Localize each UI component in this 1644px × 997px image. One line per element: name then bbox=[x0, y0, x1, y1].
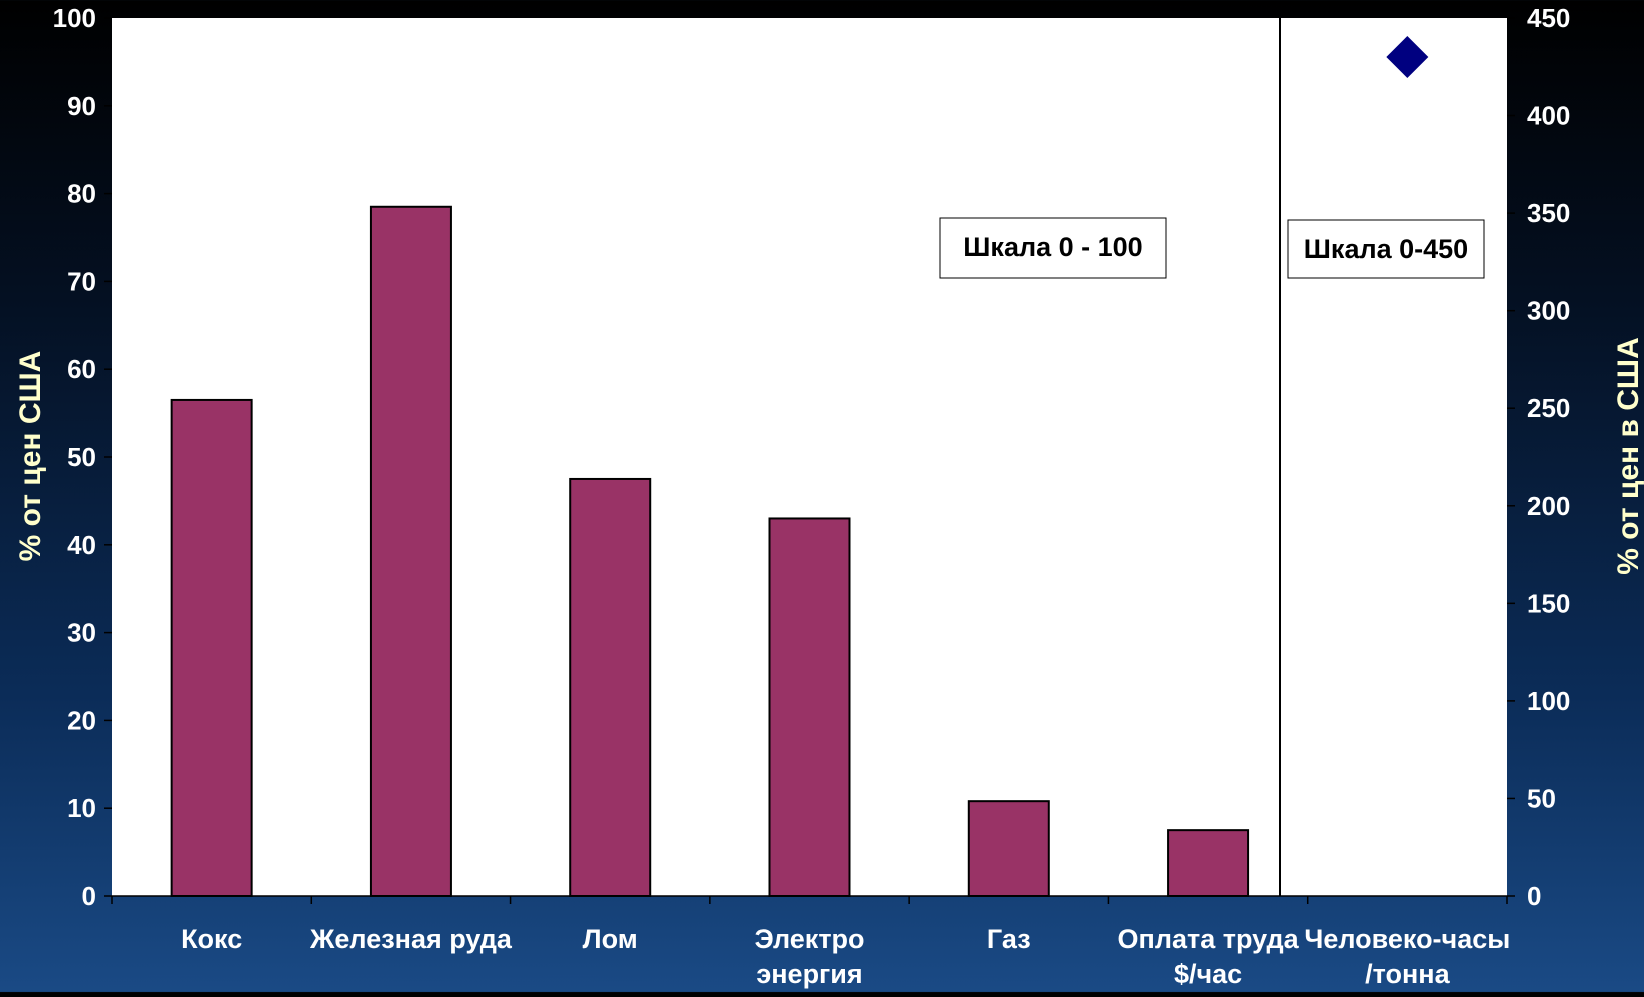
bar-6 bbox=[1167, 829, 1250, 898]
x-tick-label: Человеко-часы bbox=[1304, 924, 1510, 954]
annotation-scale-0-450: Шкала 0-450 bbox=[1287, 219, 1485, 279]
y-tick-label: 80 bbox=[67, 179, 96, 209]
x-tick-label: Лом bbox=[583, 924, 638, 954]
y-axis-label-left: % от цен США bbox=[14, 351, 47, 562]
y2-tick-label: 300 bbox=[1527, 296, 1570, 326]
x-tick-label: $/час bbox=[1174, 959, 1242, 989]
y-tick-label: 20 bbox=[67, 705, 96, 735]
x-tick-label: /тонна bbox=[1365, 959, 1450, 989]
x-tick-label: Газ bbox=[987, 924, 1031, 954]
y2-tick-label: 350 bbox=[1527, 198, 1570, 228]
bar-2 bbox=[369, 205, 452, 897]
y-tick-label: 50 bbox=[67, 442, 96, 472]
y-axis-label-right: % от цен в США bbox=[1612, 337, 1644, 574]
x-tick-label: энергия bbox=[756, 959, 862, 989]
y-tick-label: 70 bbox=[67, 266, 96, 296]
y-tick-label: 40 bbox=[67, 530, 96, 560]
marker-point-7 bbox=[1386, 36, 1429, 79]
annotation-scale-0-100: Шкала 0 - 100 bbox=[939, 217, 1167, 279]
y2-tick-label: 200 bbox=[1527, 491, 1570, 521]
bar-1 bbox=[170, 398, 253, 897]
y2-tick-label: 450 bbox=[1527, 3, 1570, 33]
y-tick-label: 90 bbox=[67, 91, 96, 121]
bar-3 bbox=[569, 477, 652, 897]
y2-tick-label: 400 bbox=[1527, 101, 1570, 131]
bar-5 bbox=[967, 800, 1050, 898]
annotation-scale-0-100-text: Шкала 0 - 100 bbox=[963, 232, 1142, 262]
y2-tick-label: 0 bbox=[1527, 881, 1541, 911]
y-tick-label: 60 bbox=[67, 354, 96, 384]
y2-tick-label: 250 bbox=[1527, 393, 1570, 423]
y-tick-label: 0 bbox=[82, 881, 96, 911]
annotation-scale-0-450-text: Шкала 0-450 bbox=[1304, 234, 1468, 264]
y2-tick-label: 100 bbox=[1527, 686, 1570, 716]
x-tick-label: Кокс bbox=[181, 924, 242, 954]
x-tick-label: Электро bbox=[754, 924, 864, 954]
x-tick-label: Оплата труда bbox=[1118, 924, 1300, 954]
x-tick-label: Железная руда bbox=[309, 924, 513, 954]
y2-tick-label: 50 bbox=[1527, 783, 1556, 813]
y-tick-label: 30 bbox=[67, 618, 96, 648]
bar-4 bbox=[768, 517, 851, 898]
y-tick-label: 10 bbox=[67, 793, 96, 823]
y2-tick-label: 150 bbox=[1527, 588, 1570, 618]
y-tick-label: 100 bbox=[53, 3, 96, 33]
